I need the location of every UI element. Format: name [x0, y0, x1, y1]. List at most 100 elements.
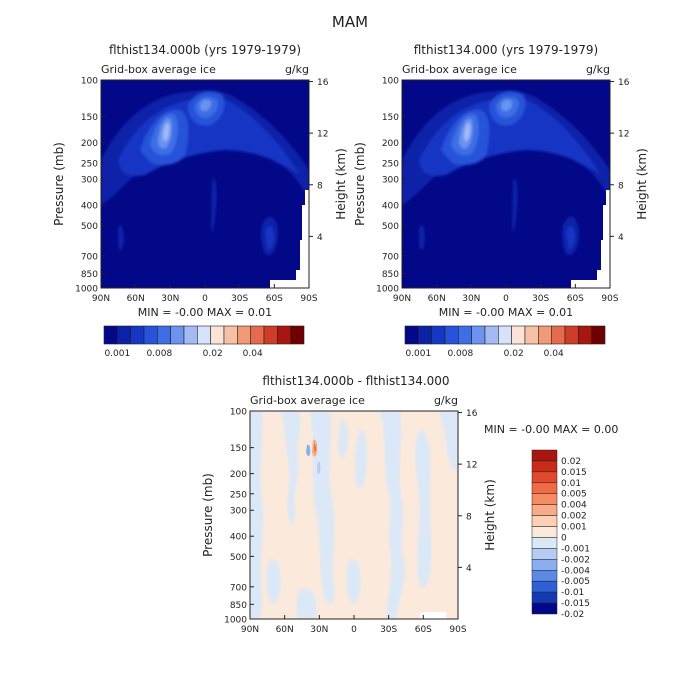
- y-right-tick-label: 16: [317, 78, 329, 88]
- colorbar-label: 0.02: [203, 349, 223, 359]
- colorbar-label: -0.015: [561, 599, 590, 609]
- colorbar-swatch: [578, 325, 592, 345]
- y-right-tick-label: 8: [466, 512, 472, 522]
- colorbar-swatch: [531, 602, 558, 615]
- panel-1-ylabel: Pressure (mb): [52, 142, 66, 226]
- panel-1-units: g/kg: [285, 63, 309, 76]
- panel-2-y-axis-right: 16 12 8 4: [610, 78, 630, 243]
- y-right-tick-label: 12: [317, 130, 328, 140]
- y-tick-label: 100: [382, 77, 399, 87]
- colorbar-label: 0.001: [405, 349, 431, 359]
- y-tick-label: 500: [81, 222, 98, 232]
- colorbar-swatch: [524, 325, 539, 345]
- x-tick-label: 30N: [161, 294, 179, 304]
- colorbar-swatch: [538, 325, 552, 345]
- panel-1-stats: MIN = -0.00 MAX = 0.01: [138, 306, 272, 319]
- y-tick-label: 150: [81, 113, 98, 123]
- panel-1-y-axis-right: 16 12 8 4: [309, 78, 329, 243]
- panel-3-subtitle: Grid-box average ice: [250, 394, 365, 407]
- x-tick-label: 60S: [266, 294, 283, 304]
- y-tick-label: 300: [230, 507, 247, 517]
- y-tick-label: 850: [230, 601, 247, 611]
- colorbar-swatch: [404, 325, 419, 345]
- colorbar-swatch: [263, 325, 278, 345]
- x-tick-label: 90N: [92, 294, 110, 304]
- colorbar-label: 0.001: [561, 523, 587, 533]
- x-tick-label: 90S: [300, 294, 317, 304]
- y-tick-label: 300: [382, 176, 399, 186]
- colorbar-swatch: [531, 537, 558, 549]
- colorbar-label: -0.02: [561, 610, 584, 620]
- y-tick-label: 150: [230, 444, 247, 454]
- colorbar-label: -0.005: [561, 577, 590, 587]
- panel-2-title: flthist134.000 (yrs 1979-1979): [414, 43, 598, 57]
- colorbar-swatch: [277, 325, 291, 345]
- y-tick-label: 300: [81, 176, 98, 186]
- y-tick-label: 250: [382, 159, 399, 169]
- y-tick-label: 850: [382, 270, 399, 280]
- colorbar-label: 0.002: [561, 512, 587, 522]
- y-right-tick-label: 4: [466, 564, 472, 574]
- colorbar-swatch: [531, 591, 558, 604]
- colorbar-label: 0: [561, 533, 567, 543]
- colorbar-label: 0.01: [561, 479, 581, 489]
- y-tick-label: 1000: [75, 285, 98, 295]
- panel-2-stats: MIN = -0.00 MAX = 0.01: [439, 306, 573, 319]
- y-tick-label: 500: [382, 222, 399, 232]
- colorbar-swatch: [183, 325, 198, 345]
- y-tick-label: 200: [81, 139, 98, 149]
- colorbar-swatch: [458, 325, 472, 345]
- colorbar-swatch: [531, 460, 558, 473]
- y-tick-label: 100: [230, 408, 247, 418]
- panel-1-title: flthist134.000b (yrs 1979-1979): [109, 43, 301, 57]
- x-tick-label: 30S: [380, 625, 397, 635]
- x-tick-label: 90S: [601, 294, 618, 304]
- panel-3-ylabel: Pressure (mb): [201, 473, 215, 557]
- panel-2-y-axis: 100 150 200 250 300 400 500 700 850 1000: [376, 77, 406, 295]
- colorbar-swatch: [551, 325, 566, 345]
- panel-3-title: flthist134.000b - flthist134.000: [262, 374, 449, 388]
- y-tick-label: 850: [81, 270, 98, 280]
- colorbar-swatch: [103, 325, 118, 345]
- panel-1-ylabel-right: Height (km): [334, 148, 348, 219]
- panel-2-colorbar: 0.001 0.008 0.02 0.04: [404, 325, 606, 359]
- y-tick-label: 150: [382, 113, 399, 123]
- x-tick-label: 0: [202, 294, 208, 304]
- panel-1-subtitle: Grid-box average ice: [101, 63, 216, 76]
- page-title: MAM: [332, 13, 368, 31]
- panel-3-y-axis-right: 16 12 8 4: [458, 409, 478, 574]
- y-right-tick-label: 16: [618, 78, 630, 88]
- panel-1-x-axis: 90N 60N 30N 0 30S 60S 90S: [92, 284, 318, 304]
- colorbar-swatch: [170, 325, 185, 345]
- panel-3-field: [250, 411, 458, 619]
- colorbar-label: 0.015: [561, 468, 587, 478]
- x-tick-label: 60S: [415, 625, 432, 635]
- x-tick-label: 30S: [231, 294, 248, 304]
- panel-1-y-axis: 100 150 200 250 300 400 500 700 850 1000: [75, 77, 105, 295]
- panel-2-ylabel: Pressure (mb): [353, 142, 367, 226]
- panel-3-stats: MIN = -0.00 MAX = 0.00: [484, 423, 618, 436]
- colorbar-swatch: [511, 325, 526, 345]
- y-tick-label: 200: [230, 470, 247, 480]
- colorbar-swatch: [197, 325, 211, 345]
- x-tick-label: 90N: [241, 625, 259, 635]
- y-tick-label: 1000: [224, 616, 247, 626]
- colorbar-swatch: [237, 325, 251, 345]
- y-tick-label: 700: [81, 252, 98, 262]
- colorbar-swatch: [130, 325, 145, 345]
- colorbar-label: 0.04: [243, 349, 263, 359]
- colorbar-swatch: [418, 325, 432, 345]
- panel-2-x-axis: 90N 60N 30N 0 30S 60S 90S: [393, 284, 619, 304]
- colorbar-swatch: [531, 482, 558, 494]
- colorbar-swatch: [498, 325, 512, 345]
- colorbar-label: 0.001: [104, 349, 130, 359]
- colorbar-swatch: [290, 325, 305, 345]
- panel-3-colorbar: 0.020.0150.010.0050.0040.0020.0010-0.001…: [531, 449, 590, 620]
- colorbar-label: -0.002: [561, 555, 590, 565]
- x-tick-label: 60N: [276, 625, 294, 635]
- panel-2-ylabel-right: Height (km): [635, 148, 649, 219]
- panel-2-units: g/kg: [586, 63, 610, 76]
- colorbar-swatch: [157, 325, 171, 345]
- colorbar-swatch: [564, 325, 579, 345]
